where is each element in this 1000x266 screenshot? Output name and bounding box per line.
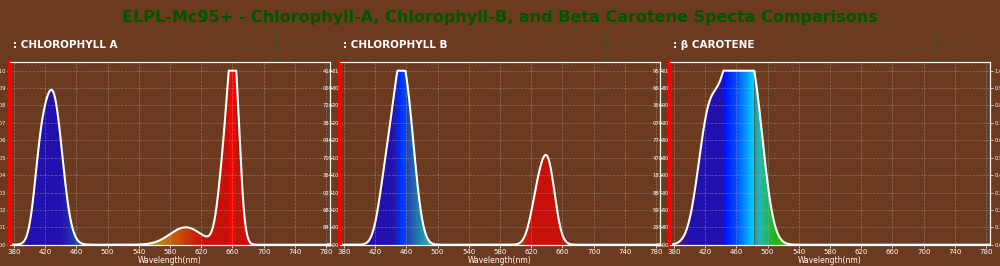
Text: : CHLOROPHYLL B: : CHLOROPHYLL B <box>343 40 448 50</box>
Text: ELPL-Mc95+ - Chlorophyll-A, Chlorophyll-B, and Beta Carotene Specta Comparisons: ELPL-Mc95+ - Chlorophyll-A, Chlorophyll-… <box>122 10 878 25</box>
X-axis label: Wavelength(nm): Wavelength(nm) <box>798 256 862 265</box>
X-axis label: Wavelength(nm): Wavelength(nm) <box>138 256 202 265</box>
Text: : β CAROTENE: : β CAROTENE <box>673 40 755 50</box>
X-axis label: Wavelength(nm): Wavelength(nm) <box>468 256 532 265</box>
Text: : CHLOROPHYLL A: : CHLOROPHYLL A <box>13 40 118 50</box>
